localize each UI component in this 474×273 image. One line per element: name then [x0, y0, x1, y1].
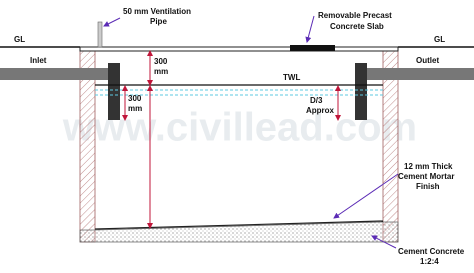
callout-arrow	[305, 15, 315, 43]
dim-label: mm	[128, 104, 142, 113]
callout-arrow	[333, 173, 399, 219]
callout-label: 12 mm Thick	[404, 162, 453, 171]
gl-label: GL	[14, 35, 25, 44]
dim-label: D/3	[310, 96, 323, 105]
vent-pipe	[97, 21, 103, 48]
outlet-pipe	[367, 68, 474, 80]
roof-slab	[79, 46, 399, 52]
dim-label: 300	[154, 57, 168, 66]
callout-label: Cement Mortar	[398, 172, 454, 181]
dim-label: mm	[154, 67, 168, 76]
callout-label: Finish	[416, 182, 440, 191]
inlet-label: Inlet	[30, 56, 47, 65]
outlet-tee	[355, 63, 367, 120]
callout-label: Cement Concrete	[398, 247, 465, 256]
gl-label: GL	[434, 35, 445, 44]
callout-label: Removable Precast	[318, 11, 392, 20]
precast-slab	[290, 45, 335, 51]
outlet-label: Outlet	[416, 56, 439, 65]
dim-label: Approx	[306, 106, 335, 115]
floor-finish	[94, 220, 384, 230]
callout-label: 50 mm Ventilation	[123, 7, 191, 16]
inlet-pipe	[0, 68, 110, 80]
callout-arrow	[371, 235, 397, 249]
twl-label: TWL	[283, 73, 300, 82]
inlet-tee	[108, 63, 120, 120]
base-concrete	[79, 221, 399, 243]
callout-label: Concrete Slab	[330, 22, 384, 31]
dim-label: 300	[128, 94, 142, 103]
callout-arrow	[103, 17, 121, 27]
callout-label: 1:2:4	[420, 257, 439, 266]
callout-label: Pipe	[150, 17, 167, 26]
